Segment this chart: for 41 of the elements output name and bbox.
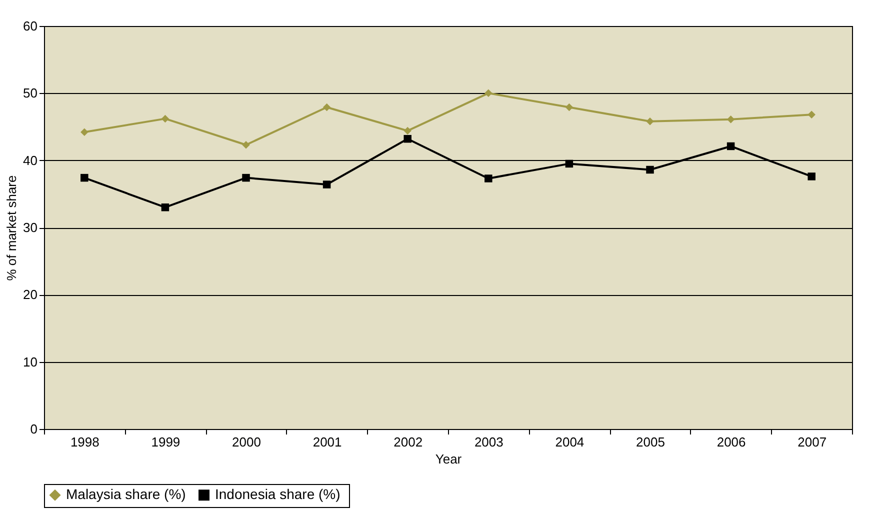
x-tick-label: 2005 [636,434,665,450]
point [565,160,574,168]
x-tick-label: 1999 [151,434,180,450]
y-tick-label: 60 [23,18,38,34]
legend-label: Indonesia share (%) [215,486,340,502]
x-tick-label: 2007 [798,434,827,450]
point [726,142,735,150]
point [565,103,574,112]
point [161,203,170,212]
point [161,114,170,123]
x-tick-label: 1998 [70,434,100,450]
y-tick-label: 50 [23,86,38,101]
y-tick-label: 20 [23,287,38,302]
point [808,110,816,119]
x-tick-label: 2004 [555,434,584,450]
x-tick-label: 2006 [716,434,746,450]
point [808,172,816,180]
point [646,166,654,174]
x-tick-label: 2003 [474,434,504,450]
y-axis-title: % of market share [4,175,20,281]
point [404,126,412,135]
point [484,89,492,98]
x-tick-label: 2002 [394,434,423,450]
y-tick-label: 30 [23,220,38,235]
point [242,174,250,182]
point [404,134,412,143]
y-tick-label: 0 [30,422,38,436]
point [322,180,331,188]
point [322,103,331,112]
x-tick-label: 2000 [232,434,261,450]
x-tick-label: 2001 [312,434,342,450]
point [726,115,735,124]
point [80,128,88,136]
point [646,118,654,126]
x-axis-title: Year [435,452,462,466]
point [484,174,492,182]
point [242,141,250,149]
point [80,174,88,182]
legend-label: Malaysia share (%) [66,486,186,502]
y-tick-label: 10 [23,354,38,370]
y-tick-label: 40 [23,152,38,168]
